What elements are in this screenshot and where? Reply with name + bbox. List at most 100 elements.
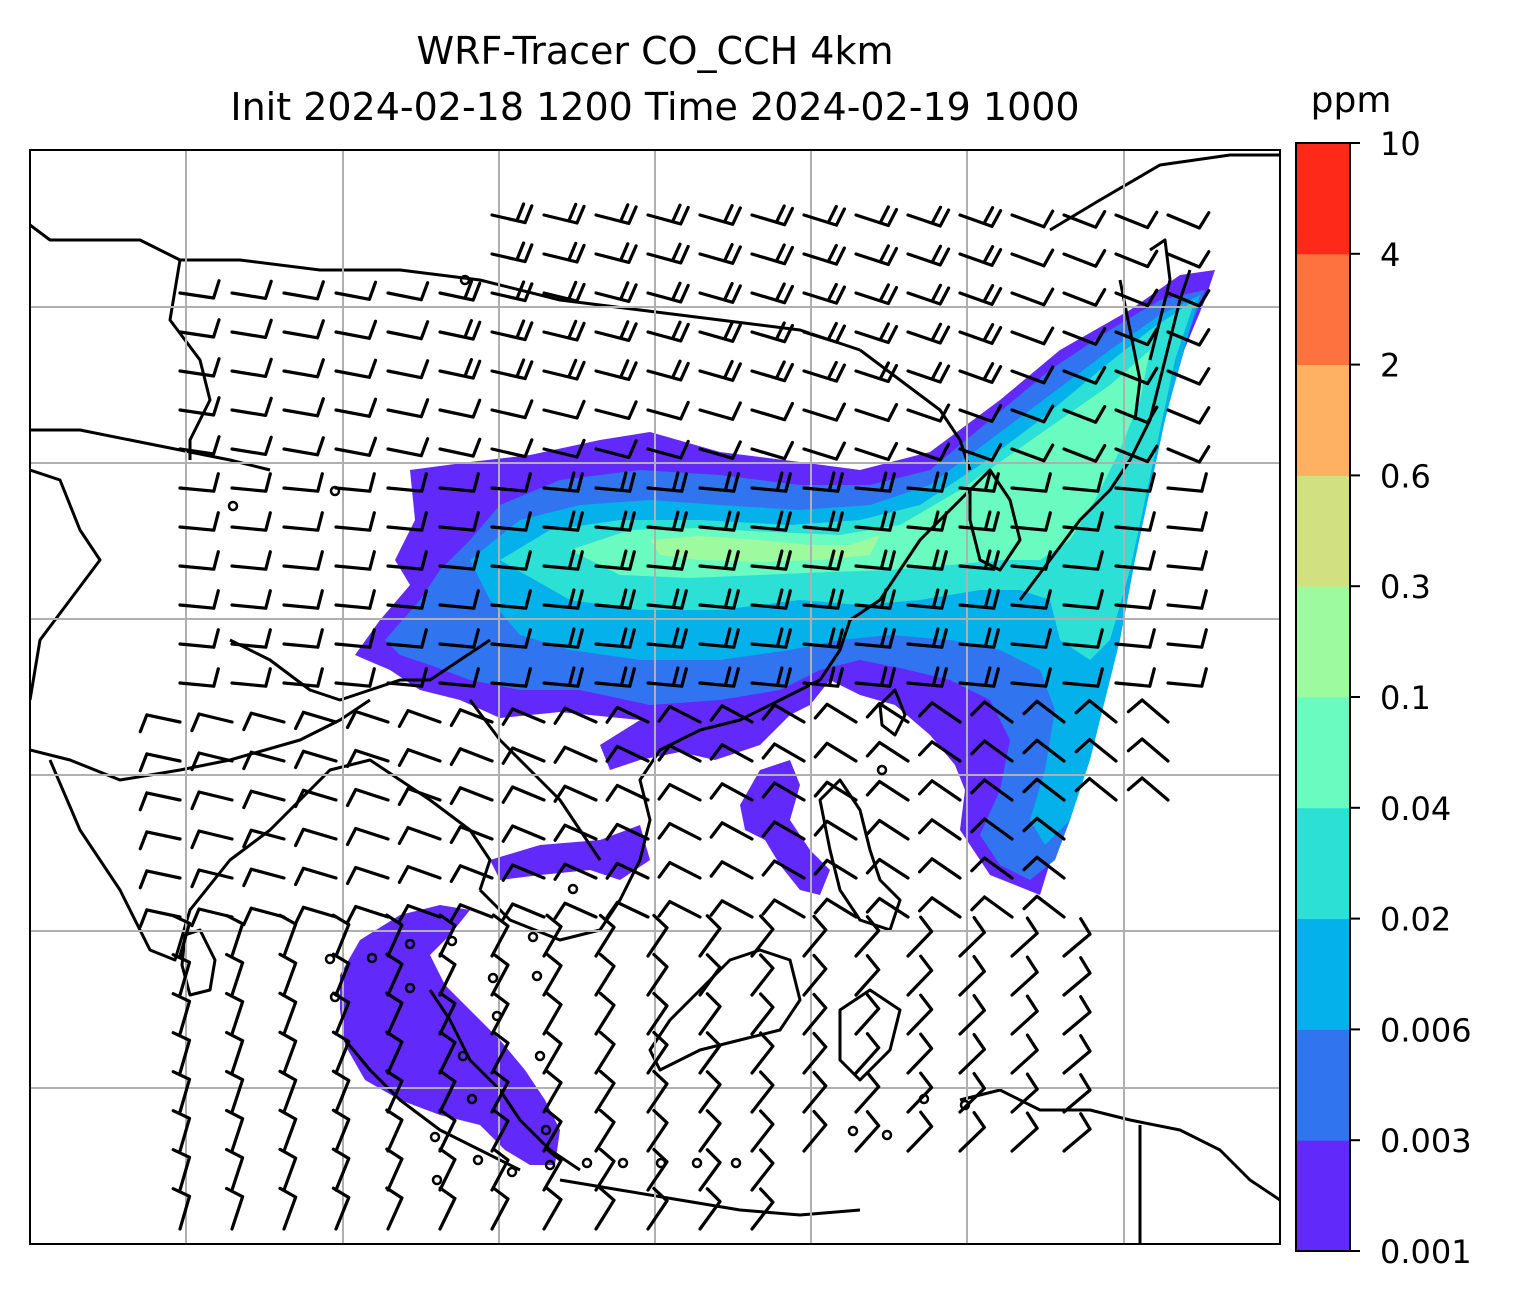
wind-barb — [542, 549, 584, 571]
wind-barb — [242, 750, 286, 771]
wind-barb — [138, 869, 182, 890]
wind-barb — [750, 666, 792, 688]
wind-barb — [594, 1147, 616, 1192]
wind-barb — [1166, 367, 1211, 386]
wind-barb — [958, 994, 986, 1036]
wind-barb — [698, 992, 722, 1036]
wind-barb — [906, 1032, 934, 1075]
wind-barb — [386, 472, 428, 493]
wind-barb — [178, 396, 221, 417]
wind-barb — [501, 863, 546, 882]
wind-barb — [750, 401, 794, 422]
wind-barb — [386, 320, 430, 341]
wind-barb — [490, 438, 534, 459]
wind-barb — [334, 511, 376, 532]
wind-barb — [802, 627, 844, 649]
colorbar-tick-label: 0.1 — [1380, 679, 1431, 717]
wind-barb — [282, 436, 325, 457]
wind-barb — [646, 203, 690, 226]
calm-wind-marker — [466, 1093, 478, 1105]
wind-barb — [334, 589, 376, 610]
wind-barb — [1022, 894, 1066, 919]
wind-barb — [542, 399, 586, 420]
wind-barb — [1062, 628, 1104, 649]
wind-barb — [242, 867, 286, 888]
wind-barb — [386, 437, 430, 458]
wind-barb — [1010, 628, 1052, 649]
wind-barb — [501, 746, 546, 765]
wind-barb — [294, 866, 338, 887]
wind-barb — [1166, 511, 1208, 532]
wind-barb — [970, 700, 1014, 724]
wind-barb — [1062, 249, 1107, 268]
wind-barb — [1010, 472, 1052, 493]
wind-barb — [138, 830, 182, 851]
wind-barb — [230, 357, 273, 378]
wind-barb — [854, 954, 881, 997]
wind-barb — [1074, 699, 1118, 724]
calm-wind-marker — [540, 1124, 552, 1136]
wind-barb — [331, 1030, 351, 1075]
colorbar-segment — [1296, 143, 1350, 255]
wind-barb — [906, 954, 934, 997]
wind-barb — [646, 627, 688, 649]
border-himalaya — [229, 638, 491, 702]
calm-wind-marker — [617, 1157, 629, 1169]
wind-barb — [345, 709, 390, 730]
wind-barb — [802, 1109, 828, 1153]
wind-barb — [282, 397, 325, 418]
wind-barb — [385, 1108, 404, 1153]
wind-barb — [501, 824, 546, 843]
coastline-kamchatka — [1148, 238, 1172, 361]
wind-barb — [594, 471, 636, 493]
wind-barb — [605, 861, 650, 880]
wind-barb — [646, 1069, 669, 1114]
wind-barb — [438, 1147, 457, 1192]
wind-barb — [230, 628, 272, 649]
wind-barb — [138, 791, 182, 812]
coastline-new-guinea — [959, 1088, 1280, 1202]
wind-barb — [813, 897, 858, 919]
wind-barb — [334, 436, 378, 457]
colorbar-tick-label: 0.6 — [1380, 457, 1431, 495]
wind-barb — [171, 1148, 192, 1192]
wind-barb — [1166, 289, 1211, 308]
wind-barb — [178, 318, 221, 339]
wind-barb — [802, 471, 844, 493]
wind-barb — [294, 827, 338, 848]
wind-barb — [542, 588, 584, 610]
wind-barb — [542, 1030, 563, 1075]
calm-wind-marker — [581, 1157, 593, 1169]
wind-barb — [958, 362, 1003, 384]
wind-barb — [331, 1108, 351, 1153]
wind-barb — [1062, 327, 1107, 346]
wind-barb — [449, 747, 494, 766]
wind-barb — [854, 402, 899, 423]
wind-barb — [334, 667, 376, 688]
calm-wind-marker — [506, 1166, 518, 1178]
wind-barb — [698, 510, 740, 532]
wind-barb — [646, 991, 669, 1036]
calm-wind-marker — [531, 970, 543, 982]
wind-barb — [906, 627, 948, 649]
wind-barb — [345, 748, 390, 769]
wind-barb — [1010, 209, 1055, 229]
wind-barb — [750, 243, 794, 266]
wind-barb — [698, 243, 742, 265]
wind-barb — [178, 628, 220, 649]
wind-barb — [1126, 737, 1170, 763]
wind-barb — [230, 318, 273, 339]
wind-barb — [542, 471, 584, 493]
colorbar-unit-label: ppm — [1310, 80, 1392, 121]
wind-barb — [386, 398, 430, 419]
wind-barb — [438, 589, 480, 610]
wind-barb — [802, 243, 846, 266]
wind-barb — [1010, 589, 1052, 610]
wind-barb — [278, 952, 298, 997]
border-china-west — [168, 259, 212, 460]
wind-barb — [802, 588, 844, 610]
wind-barb — [190, 751, 234, 772]
wind-barb — [906, 1071, 934, 1114]
wind-barb — [438, 511, 480, 532]
wind-barb — [594, 588, 636, 610]
